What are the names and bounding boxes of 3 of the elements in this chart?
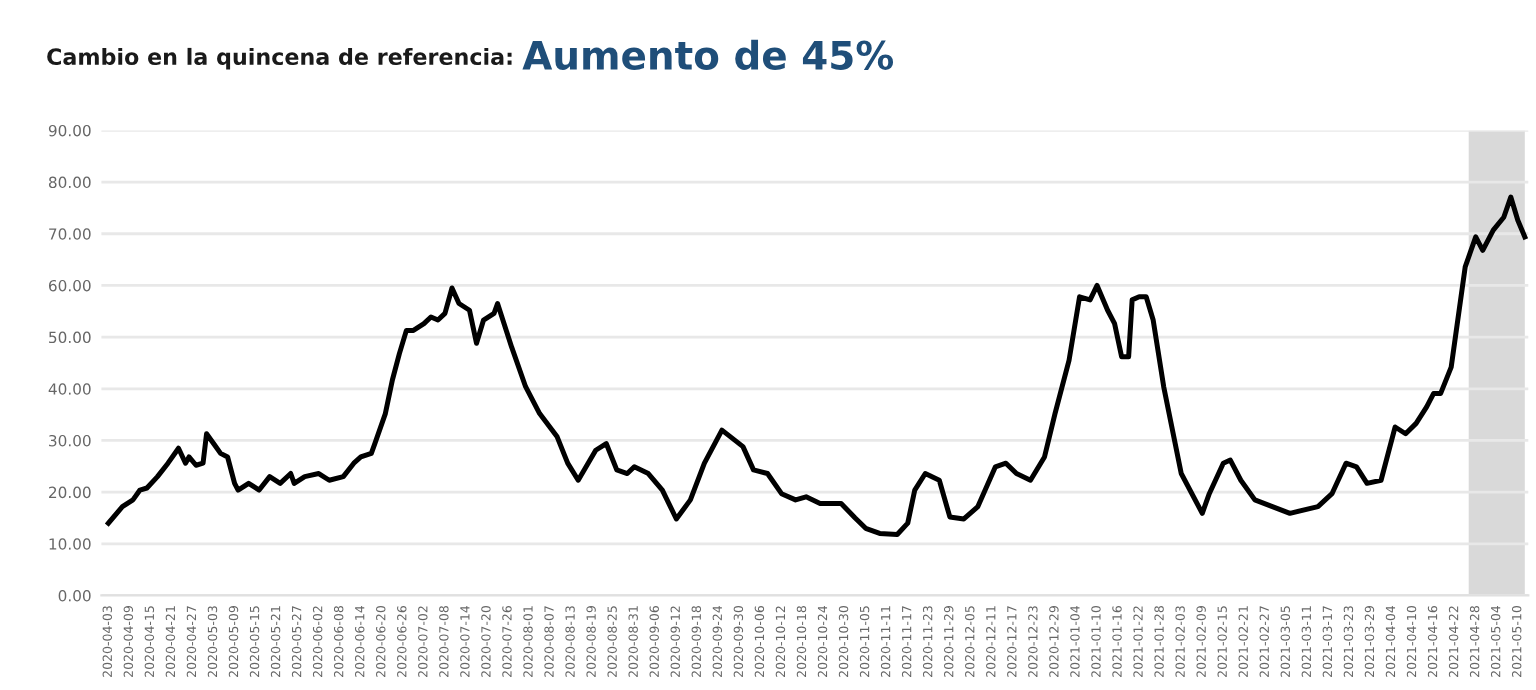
line-series <box>105 194 1528 537</box>
chart-title: Cambio en la quincena de referencia: <box>47 47 512 70</box>
chart-subtitle: Aumento de 45% <box>522 39 894 70</box>
